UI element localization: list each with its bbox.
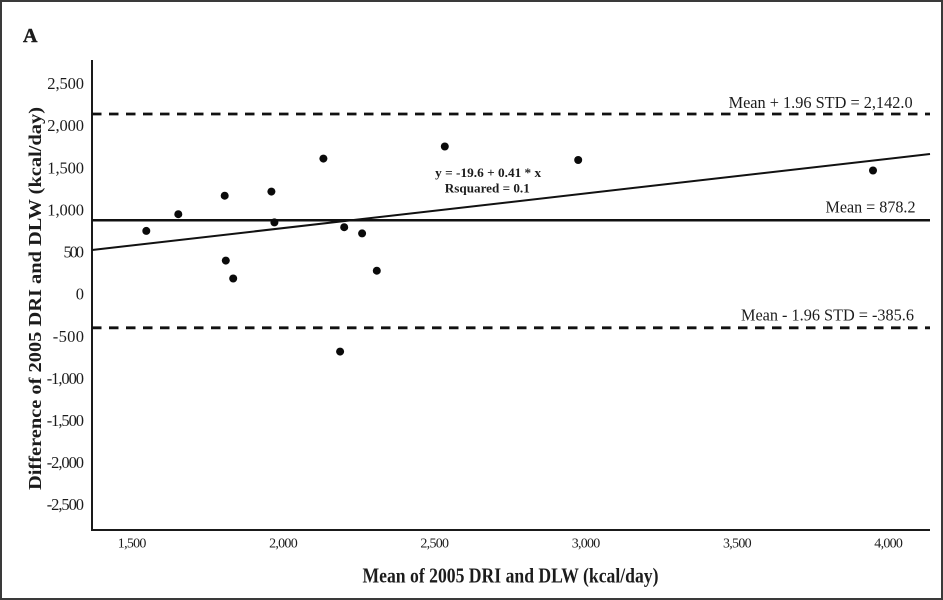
svg-text:3,000: 3,000 bbox=[572, 537, 601, 552]
svg-text:2,500: 2,500 bbox=[420, 537, 449, 552]
svg-text:Mean + 1.96 STD = 2,142.0: Mean + 1.96 STD = 2,142.0 bbox=[729, 93, 913, 112]
svg-text:Rsquared = 0.1: Rsquared = 0.1 bbox=[445, 180, 530, 195]
svg-text:2,000: 2,000 bbox=[47, 116, 84, 135]
svg-text:Mean - 1.96 STD = -385.6: Mean - 1.96 STD = -385.6 bbox=[741, 306, 914, 325]
svg-text:Mean = 878.2: Mean = 878.2 bbox=[826, 198, 916, 217]
svg-text:-1,000: -1,000 bbox=[47, 369, 84, 388]
svg-text:-2,000: -2,000 bbox=[47, 453, 84, 472]
svg-text:1,000: 1,000 bbox=[47, 201, 84, 220]
svg-text:Mean of 2005 DRI and DLW (kcal: Mean of 2005 DRI and DLW (kcal/day) bbox=[363, 564, 659, 588]
svg-text:y = -19.6 + 0.41 * x: y = -19.6 + 0.41 * x bbox=[435, 165, 541, 180]
svg-text:-1,500: -1,500 bbox=[47, 411, 84, 430]
svg-text:0: 0 bbox=[76, 285, 84, 304]
svg-text:-2,500: -2,500 bbox=[47, 495, 84, 514]
svg-text:2,500: 2,500 bbox=[47, 74, 84, 93]
svg-text:1,500: 1,500 bbox=[118, 537, 147, 552]
svg-text:3,500: 3,500 bbox=[723, 537, 752, 552]
svg-text:A: A bbox=[23, 25, 38, 47]
svg-text:Difference of 2005 DRI and DLW: Difference of 2005 DRI and DLW (kcal/day… bbox=[25, 107, 46, 490]
svg-text:4,000: 4,000 bbox=[874, 537, 903, 552]
svg-text:-500: -500 bbox=[53, 327, 84, 346]
svg-text:500: 500 bbox=[64, 243, 85, 262]
svg-text:2,000: 2,000 bbox=[269, 537, 298, 552]
svg-text:1,500: 1,500 bbox=[47, 158, 84, 177]
